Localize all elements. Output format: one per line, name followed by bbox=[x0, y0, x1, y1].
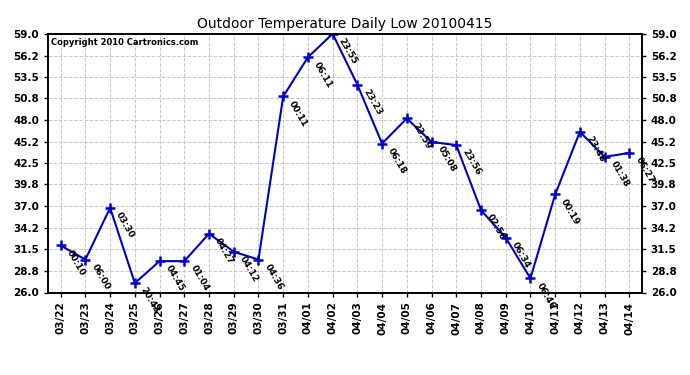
Text: Copyright 2010 Cartronics.com: Copyright 2010 Cartronics.com bbox=[51, 38, 199, 46]
Text: 23:59: 23:59 bbox=[411, 121, 433, 151]
Text: 06:27: 06:27 bbox=[633, 156, 656, 185]
Text: 00:10: 00:10 bbox=[65, 248, 87, 277]
Text: 04:36: 04:36 bbox=[263, 262, 285, 292]
Text: 04:45: 04:45 bbox=[164, 264, 186, 293]
Text: 00:19: 00:19 bbox=[560, 197, 582, 226]
Text: 06:46: 06:46 bbox=[535, 281, 557, 310]
Text: 23:48: 23:48 bbox=[584, 135, 607, 164]
Text: 04:27: 04:27 bbox=[213, 237, 235, 266]
Text: 00:11: 00:11 bbox=[287, 99, 309, 128]
Text: 06:34: 06:34 bbox=[510, 240, 532, 270]
Text: 06:00: 06:00 bbox=[90, 262, 112, 291]
Text: 04:12: 04:12 bbox=[238, 255, 260, 284]
Text: 01:38: 01:38 bbox=[609, 160, 631, 189]
Text: 23:56: 23:56 bbox=[460, 148, 482, 177]
Text: 06:18: 06:18 bbox=[386, 146, 408, 176]
Text: 23:55: 23:55 bbox=[337, 36, 359, 66]
Text: 05:08: 05:08 bbox=[435, 145, 457, 174]
Text: 20:43: 20:43 bbox=[139, 286, 161, 315]
Text: 23:23: 23:23 bbox=[362, 87, 384, 117]
Text: 02:56: 02:56 bbox=[485, 213, 507, 242]
Text: 01:04: 01:04 bbox=[188, 264, 210, 293]
Text: 03:30: 03:30 bbox=[115, 211, 136, 240]
Title: Outdoor Temperature Daily Low 20100415: Outdoor Temperature Daily Low 20100415 bbox=[197, 17, 493, 31]
Text: 06:11: 06:11 bbox=[312, 60, 334, 89]
